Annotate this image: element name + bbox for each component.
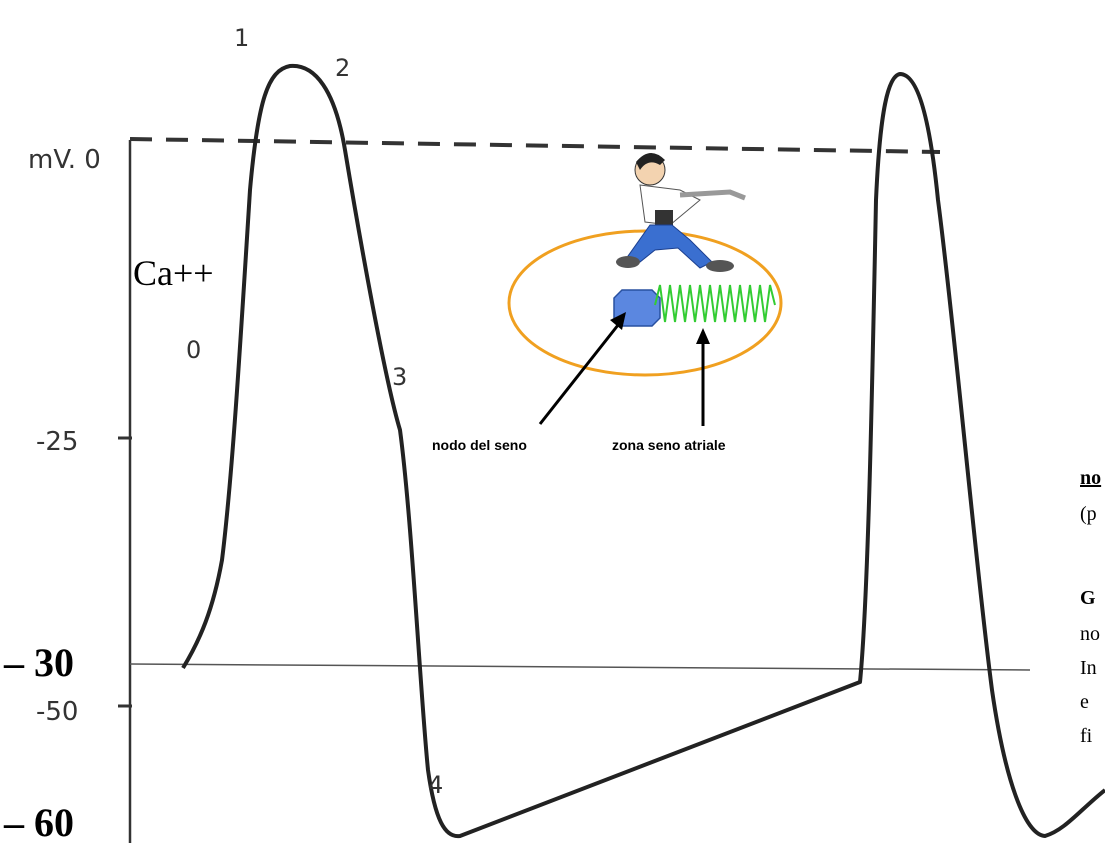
threshold-line [130, 664, 1030, 670]
runner-figure [616, 153, 745, 272]
axis-label: -25 [36, 427, 78, 457]
arrowhead [696, 328, 710, 344]
side-text: fi [1080, 725, 1093, 747]
phase-label: 3 [392, 363, 407, 391]
diagram: mV. 0 -25 – 30 -50 – 60 0 1 2 3 4 Ca++ n… [0, 0, 1105, 843]
axis-label: mV. 0 [28, 145, 101, 175]
axis-label: – 30 [3, 640, 74, 685]
axis-label: – 60 [3, 800, 74, 843]
phase-label: 1 [234, 24, 249, 52]
phase-label: 4 [428, 771, 443, 799]
axis-label: -50 [36, 697, 78, 727]
side-text: G [1080, 587, 1096, 609]
phase-label: 2 [335, 54, 350, 82]
side-text: In [1080, 657, 1097, 679]
zero-line [130, 139, 940, 152]
side-text: no [1080, 623, 1100, 645]
phase-label: 0 [186, 336, 201, 364]
ion-label: Ca++ [133, 253, 214, 293]
side-text: no [1080, 467, 1101, 489]
side-text: e [1080, 691, 1089, 713]
inset-label: zona seno atriale [612, 437, 726, 453]
spring [655, 285, 775, 322]
inset-label: nodo del seno [432, 437, 527, 453]
side-text: (p [1080, 503, 1097, 525]
